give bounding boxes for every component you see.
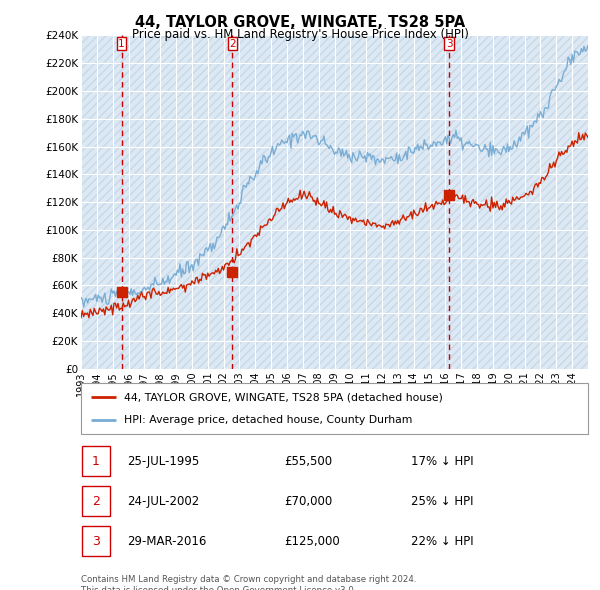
Bar [82, 486, 110, 516]
Text: 24-JUL-2002: 24-JUL-2002 [127, 494, 199, 508]
Text: 29-MAR-2016: 29-MAR-2016 [127, 535, 206, 548]
Text: 25-JUL-1995: 25-JUL-1995 [127, 454, 199, 468]
Text: Contains HM Land Registry data © Crown copyright and database right 2024.
This d: Contains HM Land Registry data © Crown c… [81, 575, 416, 590]
Bar [82, 526, 110, 556]
Text: 22% ↓ HPI: 22% ↓ HPI [410, 535, 473, 548]
Text: 1: 1 [118, 39, 125, 49]
Text: £70,000: £70,000 [284, 494, 332, 508]
Text: 44, TAYLOR GROVE, WINGATE, TS28 5PA: 44, TAYLOR GROVE, WINGATE, TS28 5PA [135, 15, 465, 30]
Text: 2: 2 [229, 39, 236, 49]
Text: Price paid vs. HM Land Registry's House Price Index (HPI): Price paid vs. HM Land Registry's House … [131, 28, 469, 41]
Text: 17% ↓ HPI: 17% ↓ HPI [410, 454, 473, 468]
Text: 25% ↓ HPI: 25% ↓ HPI [410, 494, 473, 508]
Text: 3: 3 [92, 535, 100, 548]
Text: 44, TAYLOR GROVE, WINGATE, TS28 5PA (detached house): 44, TAYLOR GROVE, WINGATE, TS28 5PA (det… [124, 392, 443, 402]
Text: £125,000: £125,000 [284, 535, 340, 548]
Text: HPI: Average price, detached house, County Durham: HPI: Average price, detached house, Coun… [124, 415, 412, 425]
Text: 1: 1 [92, 454, 100, 468]
Bar [82, 446, 110, 476]
Text: £55,500: £55,500 [284, 454, 332, 468]
Text: 3: 3 [446, 39, 452, 49]
Text: 2: 2 [92, 494, 100, 508]
